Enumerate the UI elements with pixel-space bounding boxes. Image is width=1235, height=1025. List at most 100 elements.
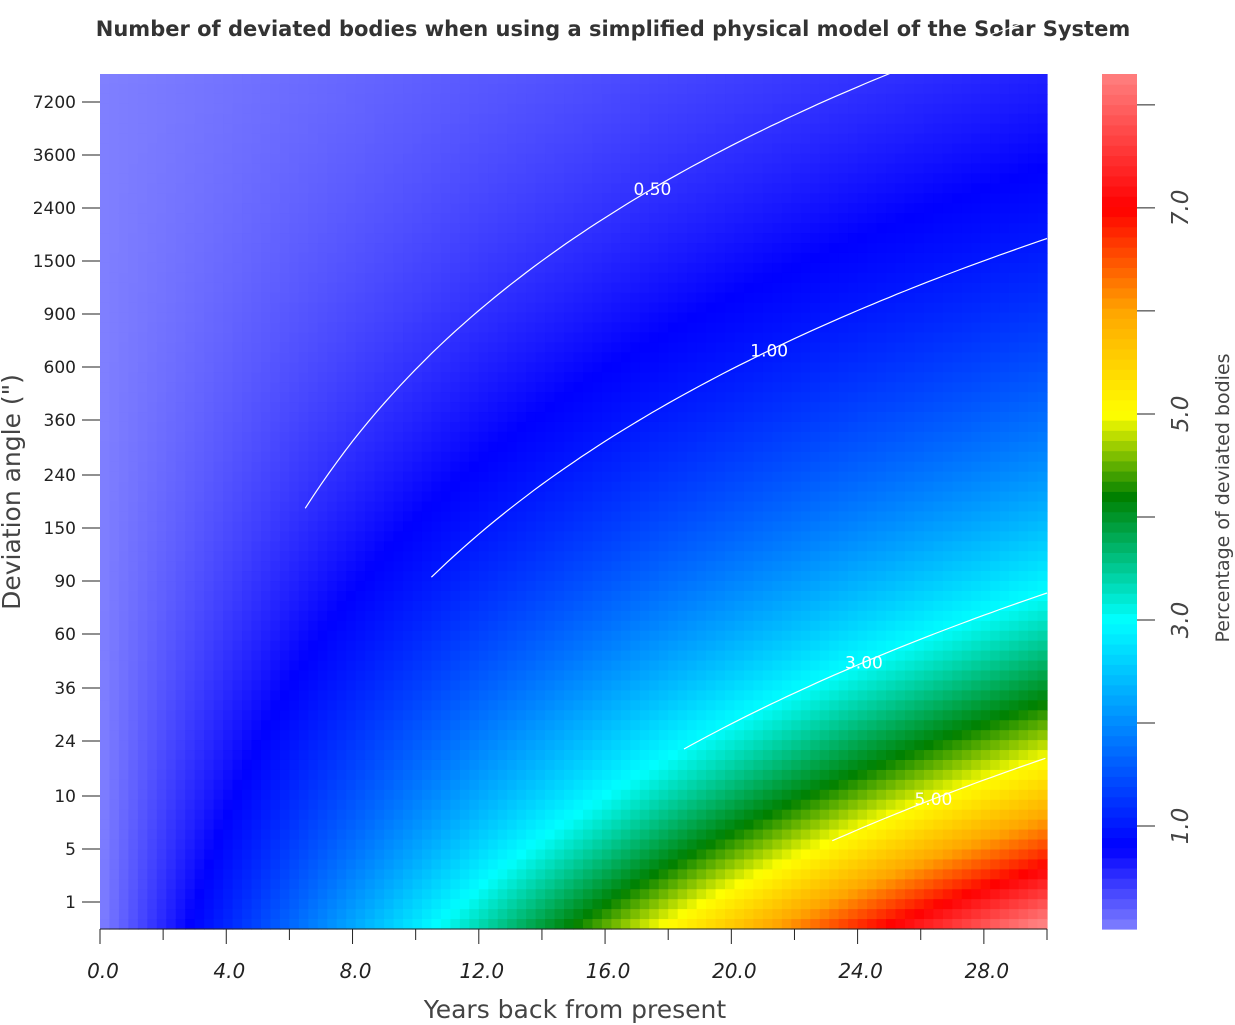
heatmap-cell	[582, 183, 594, 194]
heatmap-cell	[535, 123, 546, 135]
heatmap-cell	[147, 849, 158, 861]
heatmap-cell	[478, 183, 489, 194]
heatmap-cell	[365, 412, 376, 423]
heatmap-cell	[535, 650, 546, 662]
heatmap-cell	[639, 272, 650, 284]
heatmap-cell	[147, 223, 158, 234]
heatmap-cell	[592, 471, 603, 483]
heatmap-cell	[260, 859, 272, 870]
heatmap-cell	[251, 620, 262, 632]
heatmap-cell	[488, 392, 499, 403]
heatmap-cell	[421, 511, 433, 522]
heatmap-cell	[137, 670, 148, 682]
heatmap-cell	[100, 123, 111, 135]
heatmap-cell	[308, 561, 319, 572]
heatmap-cell	[459, 859, 470, 870]
heatmap-cell	[384, 322, 395, 334]
heatmap-cell	[601, 233, 612, 244]
heatmap-cell	[355, 412, 366, 423]
heatmap-cell	[308, 193, 319, 204]
heatmap-cell	[346, 392, 357, 403]
heatmap-cell	[554, 600, 565, 612]
heatmap-cell	[440, 590, 451, 602]
heatmap-cell	[582, 879, 594, 890]
heatmap-cell	[630, 173, 641, 184]
heatmap-cell	[374, 282, 385, 294]
heatmap-cell	[298, 899, 309, 910]
heatmap-cell	[630, 461, 641, 473]
heatmap-cell	[421, 610, 433, 622]
heatmap-cell	[118, 402, 130, 413]
heatmap-cell	[118, 362, 130, 373]
heatmap-cell	[156, 282, 167, 294]
heatmap-cell	[100, 869, 111, 880]
heatmap-cell	[535, 590, 546, 602]
heatmap-cell	[639, 461, 650, 473]
heatmap-cell	[204, 312, 215, 324]
heatmap-cell	[279, 352, 290, 363]
heatmap-cell	[308, 213, 319, 224]
heatmap-cell	[469, 720, 480, 731]
heatmap-cell	[497, 123, 508, 135]
heatmap-cell	[166, 163, 177, 175]
heatmap-cell	[175, 551, 186, 562]
heatmap-cell	[346, 282, 357, 294]
heatmap-cell	[450, 103, 461, 115]
heatmap-cell	[384, 83, 395, 95]
heatmap-cell	[223, 203, 234, 214]
heatmap-cell	[639, 541, 650, 552]
heatmap-cell	[251, 352, 262, 363]
heatmap-cell	[156, 740, 167, 751]
heatmap-cell	[109, 680, 120, 691]
heatmap-cell	[327, 173, 338, 184]
heatmap-cell	[223, 74, 234, 85]
heatmap-cell	[109, 521, 120, 532]
heatmap-cell	[639, 561, 650, 572]
heatmap-cell	[298, 163, 309, 175]
heatmap-cell	[535, 441, 546, 453]
heatmap-cell	[611, 899, 622, 910]
heatmap-cell	[592, 779, 603, 791]
heatmap-cell	[403, 421, 414, 433]
heatmap-cell	[346, 541, 357, 552]
heatmap-cell	[251, 899, 262, 910]
heatmap-cell	[431, 402, 442, 413]
heatmap-cell	[611, 680, 622, 691]
heatmap-cell	[374, 849, 385, 861]
heatmap-cell	[440, 650, 451, 662]
heatmap-cell	[308, 382, 319, 393]
heatmap-cell	[298, 561, 309, 572]
heatmap-cell	[592, 531, 603, 542]
heatmap-cell	[630, 859, 641, 870]
heatmap-cell	[175, 332, 186, 344]
heatmap-cell	[365, 869, 376, 880]
heatmap-cell	[298, 600, 309, 612]
heatmap-cell	[137, 392, 148, 403]
heatmap-cell	[582, 819, 594, 831]
heatmap-cell	[403, 93, 414, 105]
heatmap-cell	[213, 302, 224, 314]
heatmap-cell	[109, 740, 120, 751]
heatmap-cell	[478, 541, 489, 552]
heatmap-cell	[384, 581, 395, 592]
heatmap-cell	[374, 243, 385, 254]
heatmap-cell	[260, 809, 272, 821]
heatmap-cell	[279, 849, 290, 861]
heatmap-cell	[516, 491, 527, 503]
heatmap-cell	[242, 551, 253, 562]
heatmap-cell	[118, 372, 130, 383]
heatmap-cell	[185, 173, 196, 184]
heatmap-cell	[232, 859, 243, 870]
heatmap-cell	[421, 889, 433, 900]
heatmap-cell	[355, 352, 366, 363]
heatmap-cell	[601, 262, 612, 274]
heatmap-cell	[355, 402, 366, 413]
heatmap-cell	[346, 83, 357, 95]
heatmap-cell	[109, 590, 120, 602]
heatmap-cell	[601, 769, 612, 781]
heatmap-cell	[488, 610, 499, 622]
heatmap-cell	[545, 143, 556, 155]
heatmap-cell	[582, 799, 594, 811]
heatmap-cell	[118, 610, 130, 622]
heatmap-cell	[185, 272, 196, 284]
